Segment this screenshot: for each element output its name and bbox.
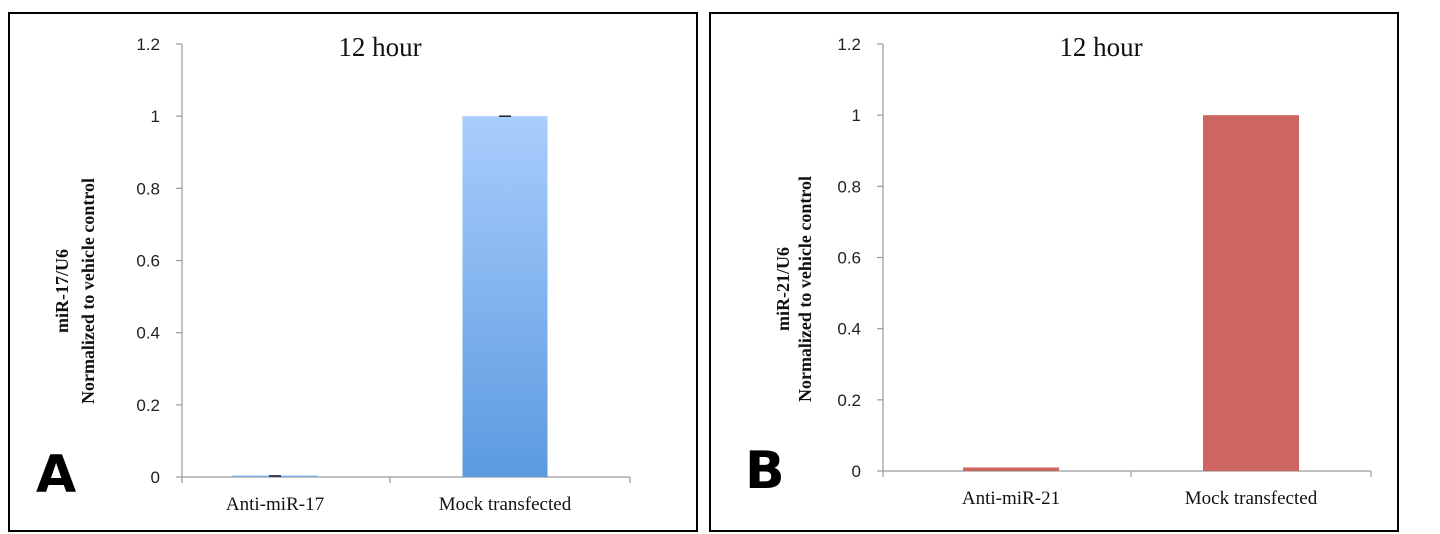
chart-title-b: 12 hour bbox=[1059, 32, 1142, 62]
chart-a-svg: 0 0.2 0.4 0.6 0.8 1 1.2 Anti-miR-17 Mock transfe… bbox=[36, 32, 631, 515]
y-tick-label-b-3: 0.6 bbox=[837, 249, 861, 268]
y-axis-label-a-line-1: miR-17/U6 bbox=[52, 249, 72, 333]
y-tick-label-a-3: 0.6 bbox=[136, 252, 160, 271]
category-label-a-1: Mock transfected bbox=[439, 494, 572, 515]
category-label-a-0: Anti-miR-17 bbox=[226, 494, 324, 515]
bar-b-0 bbox=[963, 467, 1059, 471]
y-tick-label-b-2: 0.4 bbox=[837, 320, 861, 339]
y-axis-label-a-line-2: Normalized to vehicle control bbox=[78, 178, 98, 404]
y-tick-label-a-6: 1.2 bbox=[136, 35, 160, 54]
y-tick-label-a-2: 0.4 bbox=[136, 324, 160, 343]
y-axis-label-b-line-1: miR-21/U6 bbox=[773, 247, 793, 331]
chart-panel-a: 0 0.2 0.4 0.6 0.8 1 1.2 Anti-miR-17 Mock transfe… bbox=[8, 12, 698, 532]
panel-letter-a: A bbox=[36, 445, 76, 505]
chart-panel-b: 0 0.2 0.4 0.6 0.8 1 1.2 Anti-miR-21 Mock transfe… bbox=[709, 12, 1399, 532]
y-tick-label-a-5: 1 bbox=[151, 107, 160, 126]
chart-title-a: 12 hour bbox=[338, 32, 421, 62]
category-label-b-0: Anti-miR-21 bbox=[962, 488, 1060, 509]
y-tick-label-b-6: 1.2 bbox=[837, 35, 861, 54]
panel-letter-b: B bbox=[745, 441, 785, 501]
y-tick-label-b-5: 1 bbox=[852, 106, 861, 125]
y-tick-label-a-4: 0.8 bbox=[136, 179, 160, 198]
category-label-b-1: Mock transfected bbox=[1185, 488, 1318, 509]
y-tick-label-b-0: 0 bbox=[852, 462, 861, 481]
bar-a-1 bbox=[462, 116, 548, 478]
y-tick-label-b-4: 0.8 bbox=[837, 177, 861, 196]
bar-b-1 bbox=[1203, 115, 1299, 472]
y-axis-label-b-line-2: Normalized to vehicle control bbox=[795, 176, 815, 402]
chart-b-svg: 0 0.2 0.4 0.6 0.8 1 1.2 Anti-miR-21 Mock transfe… bbox=[745, 32, 1372, 509]
y-tick-label-b-1: 0.2 bbox=[837, 391, 861, 410]
y-tick-label-a-1: 0.2 bbox=[136, 396, 160, 415]
y-tick-label-a-0: 0 bbox=[151, 468, 160, 487]
